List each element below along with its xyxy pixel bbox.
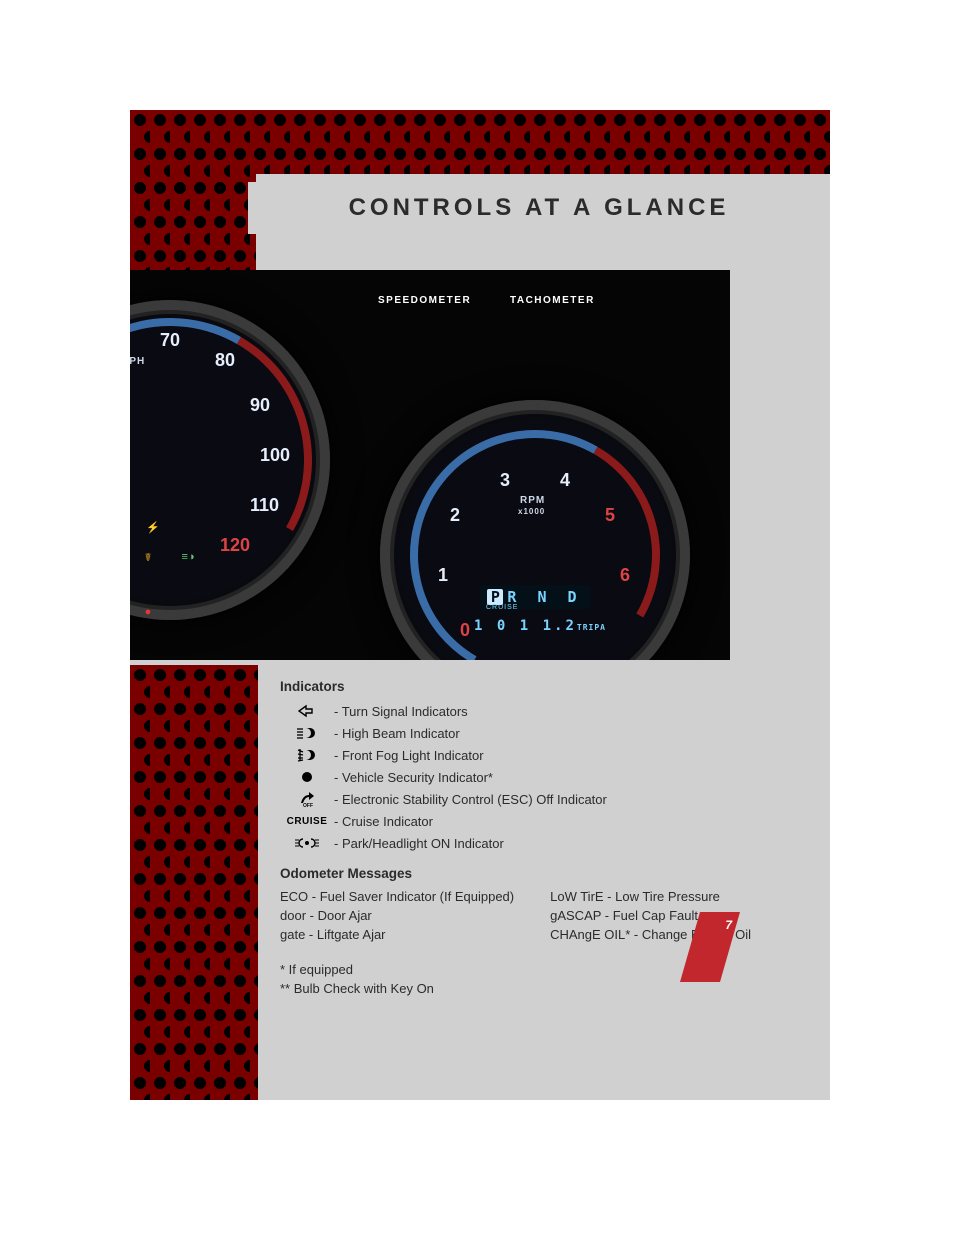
esc-off-icon: OFF — [280, 791, 334, 807]
indicator-row: - Park/Headlight ON Indicator — [280, 832, 820, 854]
indicator-label: - Front Fog Light Indicator — [334, 748, 484, 763]
indicator-label: - Turn Signal Indicators — [334, 704, 468, 719]
odometer-display: 1 0 1 1.2TRIPA — [460, 615, 620, 637]
speedo-num: 80 — [215, 350, 235, 371]
security-on-icon: ● — [140, 605, 156, 619]
speedo-unit: MPH — [130, 356, 145, 367]
tachometer-label: Tachometer — [510, 295, 595, 306]
svg-text:OFF: OFF — [303, 803, 313, 807]
turn-signal-icon — [280, 704, 334, 718]
indicator-row: CRUISE - Cruise Indicator — [280, 810, 820, 832]
indicator-row: - Front Fog Light Indicator — [280, 744, 820, 766]
speedo-num: 90 — [250, 395, 270, 416]
odometer-trip-label: TRIPA — [577, 623, 606, 632]
cruise-text-icon: CRUISE — [280, 816, 334, 827]
speedo-num: 110 — [250, 495, 279, 516]
speedometer-label: Speedometer — [378, 295, 471, 306]
battery-icon: ⚡ — [145, 520, 161, 534]
gear-selected: P — [487, 589, 503, 605]
tacho-num: 3 — [500, 470, 510, 491]
odometer-value: 1 0 1 1.2 — [474, 618, 577, 634]
manual-page: CONTROLS AT A GLANCE Speedometer Tachome… — [130, 110, 830, 1100]
indicator-label: - High Beam Indicator — [334, 726, 460, 741]
indicator-row: - Turn Signal Indicators — [280, 700, 820, 722]
page-title-band: CONTROLS AT A GLANCE — [248, 182, 830, 234]
speedo-num: 120 — [220, 535, 250, 556]
indicator-label: - Electronic Stability Control (ESC) Off… — [334, 792, 607, 807]
indicator-label: - Cruise Indicator — [334, 814, 433, 829]
tacho-num: 4 — [560, 470, 570, 491]
indicator-label: - Park/Headlight ON Indicator — [334, 836, 504, 851]
park-light-icon — [280, 836, 334, 850]
park-light-icon: ≡◑ — [180, 550, 196, 564]
indicator-row: - High Beam Indicator — [280, 722, 820, 744]
speedometer-gauge: 50 60 70 80 90 100 110 120 MPH ✱ ✱ ⬚ ⛽ ◗… — [130, 300, 330, 620]
instrument-cluster-photo: Speedometer Tachometer 50 60 70 80 90 10… — [130, 270, 730, 660]
speedo-num: 100 — [260, 445, 290, 466]
fog-light-icon — [280, 748, 334, 762]
tacho-num: 2 — [450, 505, 460, 526]
tacho-unit: RPM — [520, 495, 545, 506]
odo-msg: ECO - Fuel Saver Indicator (If Equipped) — [280, 887, 514, 906]
odo-msg: gate - Liftgate Ajar — [280, 925, 514, 944]
airbag-icon: ☤ — [140, 550, 156, 564]
tacho-unit-sub: x1000 — [518, 507, 545, 516]
indicator-label: - Vehicle Security Indicator* — [334, 770, 493, 785]
cruise-label: CRUISE — [486, 604, 518, 611]
odometer-messages-heading: Odometer Messages — [280, 866, 820, 881]
page-number-chevron: 7 — [680, 912, 740, 982]
indicators-heading: Indicators — [280, 679, 820, 694]
odo-msg: LoW TirE - Low Tire Pressure — [550, 887, 751, 906]
speedo-num: 70 — [160, 330, 180, 351]
page-title: CONTROLS AT A GLANCE — [349, 194, 730, 222]
tacho-num: 6 — [620, 565, 630, 586]
odometer-messages-left: ECO - Fuel Saver Indicator (If Equipped)… — [280, 887, 514, 944]
gear-indicator: PR N D CRUISE — [480, 585, 590, 609]
page-number: 7 — [725, 918, 732, 932]
tacho-num: 1 — [438, 565, 448, 586]
tacho-num: 5 — [605, 505, 615, 526]
high-beam-icon — [280, 726, 334, 740]
perforated-side-texture — [130, 665, 258, 1100]
odo-msg: door - Door Ajar — [280, 906, 514, 925]
gear-rest: R N D — [507, 588, 582, 606]
security-dot-icon — [280, 770, 334, 784]
indicator-row: - Vehicle Security Indicator* — [280, 766, 820, 788]
indicator-row: OFF - Electronic Stability Control (ESC)… — [280, 788, 820, 810]
